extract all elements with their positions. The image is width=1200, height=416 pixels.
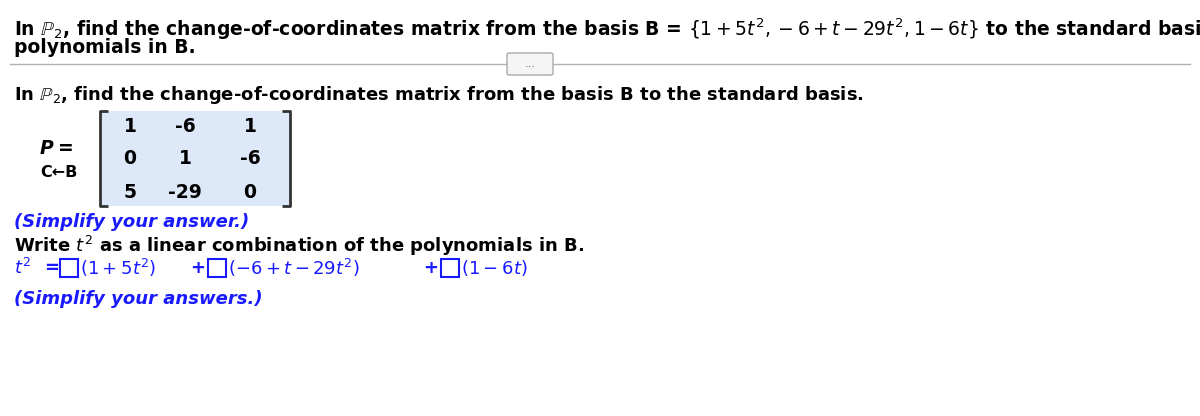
Text: =: = bbox=[58, 139, 73, 158]
Text: $(-6 + t - 29t^2)$: $(-6 + t - 29t^2)$ bbox=[228, 257, 360, 279]
Text: P: P bbox=[40, 139, 54, 158]
Text: $t^2$: $t^2$ bbox=[14, 258, 31, 278]
Text: 5: 5 bbox=[124, 183, 137, 201]
Text: In $\mathbb{P}_2$, find the change-of-coordinates matrix from the basis B = $\{1: In $\mathbb{P}_2$, find the change-of-co… bbox=[14, 16, 1200, 42]
Bar bbox=[208, 259, 226, 277]
Text: =: = bbox=[44, 259, 59, 277]
Text: +: + bbox=[424, 259, 438, 277]
Text: 1: 1 bbox=[124, 116, 137, 136]
Text: -29: -29 bbox=[168, 183, 202, 201]
Text: $(1 - 6t)$: $(1 - 6t)$ bbox=[461, 258, 528, 278]
Text: In $\mathbb{P}_2$, find the change-of-coordinates matrix from the basis B to the: In $\mathbb{P}_2$, find the change-of-co… bbox=[14, 84, 864, 106]
Text: (Simplify your answer.): (Simplify your answer.) bbox=[14, 213, 250, 231]
Bar bbox=[442, 259, 458, 277]
Text: C←B: C←B bbox=[40, 165, 77, 180]
Bar bbox=[100, 111, 290, 206]
Text: 1: 1 bbox=[179, 149, 192, 168]
Text: -6: -6 bbox=[240, 149, 260, 168]
Text: Write $t^2$ as a linear combination of the polynomials in B.: Write $t^2$ as a linear combination of t… bbox=[14, 234, 584, 258]
Text: -6: -6 bbox=[175, 116, 196, 136]
Text: ...: ... bbox=[524, 59, 535, 69]
Text: 0: 0 bbox=[244, 183, 257, 201]
Text: polynomials in B.: polynomials in B. bbox=[14, 38, 196, 57]
Text: 1: 1 bbox=[244, 116, 257, 136]
FancyBboxPatch shape bbox=[508, 53, 553, 75]
Text: $(1 + 5t^2)$: $(1 + 5t^2)$ bbox=[80, 257, 156, 279]
Text: (Simplify your answers.): (Simplify your answers.) bbox=[14, 290, 263, 308]
Bar bbox=[60, 259, 78, 277]
Text: 0: 0 bbox=[124, 149, 137, 168]
Text: +: + bbox=[190, 259, 205, 277]
